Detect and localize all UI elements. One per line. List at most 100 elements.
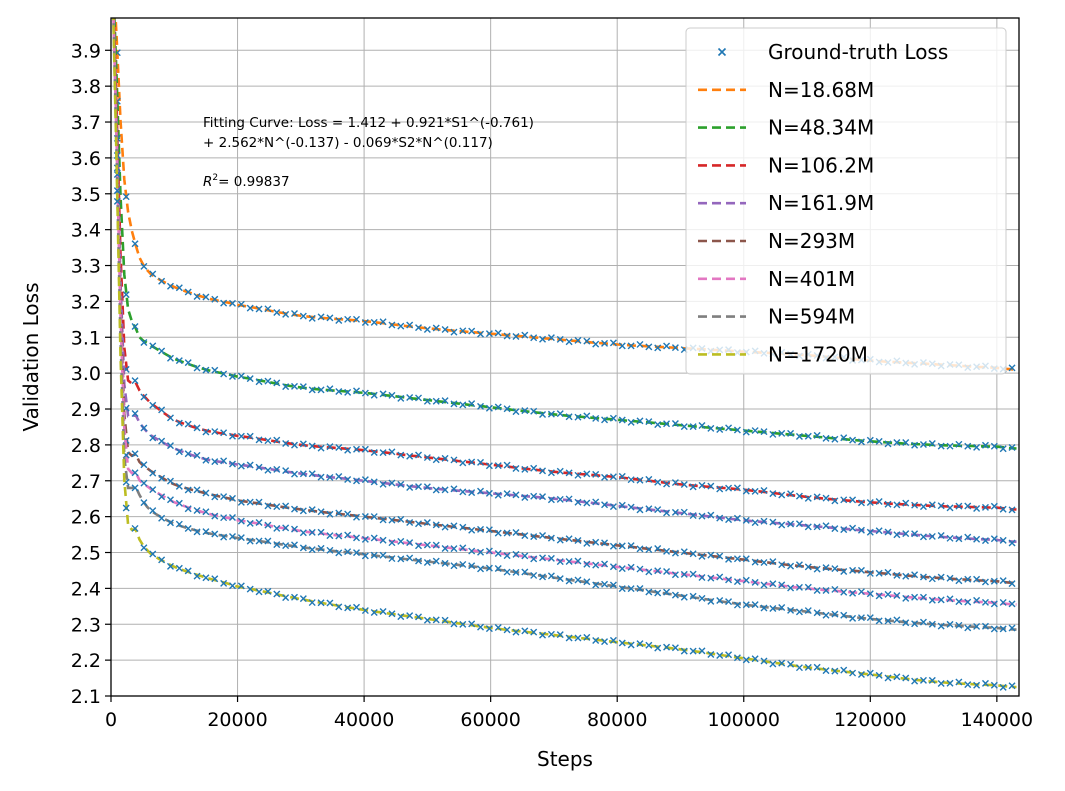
- ground-truth-point: [680, 423, 688, 431]
- ground-truth-point: [353, 315, 361, 323]
- ground-truth-point: [760, 559, 768, 567]
- ground-truth-point: [999, 598, 1007, 606]
- ground-truth-point: [237, 432, 245, 440]
- ground-truth-point: [884, 590, 892, 598]
- ground-truth-point: [627, 476, 635, 484]
- ground-truth-point: [565, 469, 573, 477]
- ground-truth-point: [884, 440, 892, 448]
- ground-truth-point: [946, 442, 954, 450]
- ground-truth-point: [893, 531, 901, 539]
- ground-truth-point: [654, 506, 662, 514]
- ground-truth-point: [733, 654, 741, 662]
- ground-truth-point: [255, 519, 263, 527]
- ticks: 0 20000 40000 60000 80000 100000 120000 140000 2…: [71, 40, 1033, 731]
- ground-truth-point: [556, 558, 564, 566]
- ground-truth-point: [370, 551, 378, 559]
- ground-truth-point: [787, 520, 795, 528]
- ground-truth-point: [911, 620, 919, 628]
- ground-truth-point: [211, 512, 219, 520]
- ground-truth-point: [299, 529, 307, 537]
- ground-truth-point: [840, 666, 848, 674]
- ground-truth-point: [379, 480, 387, 488]
- ground-truth-point: [193, 506, 201, 514]
- ground-truth-point: [122, 193, 130, 201]
- ground-truth-point: [140, 544, 148, 552]
- ground-truth-point: [556, 536, 564, 544]
- ground-truth-point: [326, 385, 334, 393]
- ground-truth-point: [778, 659, 786, 667]
- ground-truth-point: [964, 598, 972, 606]
- ground-truth-point: [335, 603, 343, 611]
- ground-truth-point: [680, 647, 688, 655]
- ground-truth-point: [477, 525, 485, 533]
- ground-truth-markers: [113, 197, 1016, 691]
- ground-truth-point: [131, 240, 139, 248]
- ground-truth-point: [441, 325, 449, 333]
- ground-truth-point: [485, 625, 493, 633]
- ground-truth-point: [521, 627, 529, 635]
- ground-truth-point: [636, 417, 644, 425]
- ground-truth-point: [751, 601, 759, 609]
- ground-truth-point: [246, 461, 254, 469]
- ground-truth-point: [654, 589, 662, 597]
- ground-truth-point: [344, 531, 352, 539]
- ground-truth-point: [184, 420, 192, 428]
- ground-truth-point: [468, 547, 476, 555]
- ground-truth-point: [565, 634, 573, 642]
- ground-truth-point: [556, 631, 564, 639]
- ground-truth-point: [175, 419, 183, 427]
- ground-truth-point: [742, 601, 750, 609]
- ground-truth-point: [423, 454, 431, 462]
- ground-truth-point: [317, 313, 325, 321]
- ground-truth-point: [432, 324, 440, 332]
- legend-label: N=48.34M: [768, 116, 874, 140]
- ground-truth-point: [831, 667, 839, 675]
- ground-truth-point: [246, 375, 254, 383]
- ground-truth-point: [299, 440, 307, 448]
- ground-truth-point: [671, 508, 679, 516]
- ground-truth-point: [689, 570, 697, 578]
- ground-truth-point: [406, 321, 414, 329]
- ground-truth-point: [193, 572, 201, 580]
- ground-truth-point: [344, 510, 352, 518]
- y-tick-label: 3.4: [71, 220, 101, 242]
- ground-truth-point: [574, 536, 582, 544]
- ground-truth-point: [990, 681, 998, 689]
- ground-truth-point: [787, 584, 795, 592]
- ground-truth-point: [716, 573, 724, 581]
- ground-truth-point: [787, 490, 795, 498]
- ground-truth-point: [237, 498, 245, 506]
- ground-truth-point: [760, 487, 768, 495]
- x-tick-label: 140000: [961, 709, 1034, 731]
- ground-truth-point: [494, 564, 502, 572]
- y-tick-label: 3.7: [71, 112, 101, 134]
- ground-truth-point: [423, 541, 431, 549]
- r-squared-value: = 0.99837: [218, 174, 289, 190]
- ground-truth-point: [503, 490, 511, 498]
- ground-truth-point: [911, 501, 919, 509]
- ground-truth-point: [875, 437, 883, 445]
- ground-truth-point: [795, 608, 803, 616]
- ground-truth-point: [574, 498, 582, 506]
- ground-truth-point: [211, 530, 219, 538]
- fit-curve-n-594m: [112, 18, 1017, 631]
- ground-truth-point: [113, 187, 121, 195]
- ground-truth-point: [698, 594, 706, 602]
- ground-truth-point: [388, 391, 396, 399]
- ground-truth-point: [813, 565, 821, 573]
- ground-truth-point: [379, 318, 387, 326]
- ground-truth-point: [131, 524, 139, 532]
- ground-truth-point: [361, 513, 369, 521]
- ground-truth-point: [742, 428, 750, 436]
- ground-truth-point: [937, 573, 945, 581]
- ground-truth-point: [787, 606, 795, 614]
- ground-truth-point: [654, 421, 662, 429]
- y-tick-label: 2.8: [71, 435, 101, 457]
- ground-truth-point: [778, 581, 786, 589]
- ground-truth-point: [618, 542, 626, 550]
- ground-truth-point: [406, 539, 414, 547]
- ground-truth-point: [282, 502, 290, 510]
- legend-ground-truth-label: Ground-truth Loss: [768, 40, 948, 64]
- ground-truth-point: [893, 571, 901, 579]
- ground-truth-point: [831, 565, 839, 573]
